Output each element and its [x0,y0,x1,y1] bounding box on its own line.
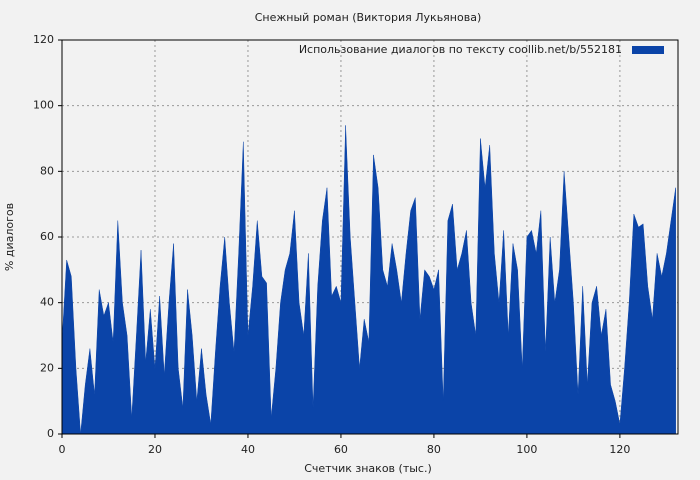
y-tick-label: 40 [40,296,54,309]
y-tick-label: 120 [33,33,54,46]
y-axis-label: % диалогов [3,203,16,271]
x-tick-label: 80 [427,443,441,456]
y-tick-label: 100 [33,99,54,112]
y-tick-label: 80 [40,164,54,177]
x-tick-label: 60 [334,443,348,456]
x-axis-label: Счетчик знаков (тыс.) [304,462,432,475]
chart-title: Снежный роман (Виктория Лукьянова) [255,11,482,24]
x-tick-label: 0 [59,443,66,456]
x-tick-label: 20 [148,443,162,456]
legend-label: Использование диалогов по тексту coollib… [299,43,622,56]
plot-border [61,39,679,435]
x-tick-label: 120 [609,443,630,456]
legend-swatch [632,46,664,54]
y-tick-label: 0 [47,427,54,440]
x-tick-label: 100 [516,443,537,456]
y-tick-label: 20 [40,361,54,374]
area [61,125,676,435]
x-tick-label: 40 [241,443,255,456]
y-tick-label: 60 [40,230,54,243]
